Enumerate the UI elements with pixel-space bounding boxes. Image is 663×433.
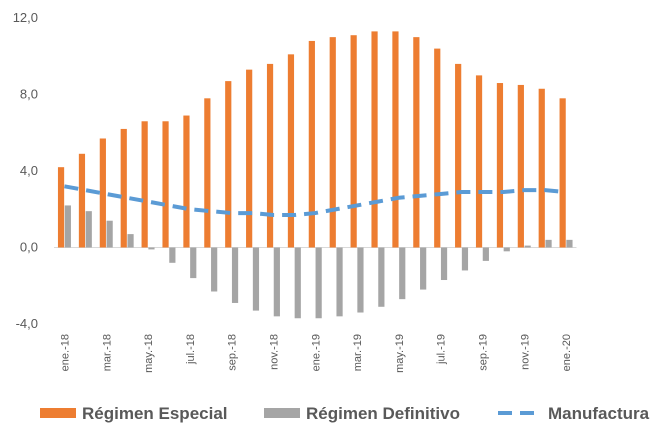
x-tick-label: jul.-19 [436,334,448,365]
bar-regimen-definitivo [127,234,134,248]
bar-regimen-definitivo [211,247,218,292]
bar-regimen-definitivo [148,247,155,250]
bar-regimen-definitivo [420,247,427,290]
bar-regimen-especial [371,31,378,248]
x-tick-label: ene.-20 [561,334,573,371]
y-tick-label: 4,0 [20,163,38,178]
bar-regimen-definitivo [524,245,531,248]
bar-regimen-definitivo [503,247,510,252]
bar-regimen-especial [434,48,441,248]
x-tick-label: nov.-18 [268,334,280,370]
legend-label-regimen-especial: Régimen Especial [82,404,228,423]
x-tick-label: mar.-19 [352,334,364,371]
bar-regimen-especial [287,54,295,248]
bar-regimen-especial [413,37,420,248]
y-axis-ticks: 12,0 8,0 4,0 0,0 -4,0 [13,10,38,331]
x-tick-label: jul.-18 [185,334,197,365]
bar-regimen-definitivo [545,239,552,248]
bars [57,31,573,319]
bar-regimen-definitivo [482,247,489,261]
bar-regimen-definitivo [252,247,260,311]
bar-regimen-especial [57,167,65,248]
x-tick-label: ene.-18 [59,334,71,371]
bar-regimen-especial [517,84,524,248]
bar-regimen-definitivo [294,247,301,319]
bar-regimen-definitivo [357,247,364,313]
bar-regimen-definitivo [64,205,71,248]
bar-regimen-especial [162,121,169,248]
bar-regimen-especial [120,128,127,248]
x-tick-label: may.-18 [143,334,155,373]
legend-swatch-regimen-especial [40,408,76,418]
bar-regimen-especial [141,121,148,248]
bar-regimen-especial [496,83,504,248]
bar-regimen-especial [559,98,566,248]
x-axis-ticks: ene.-18 mar.-18 may.-18 jul.-18 sep.-18 nov.-… [59,334,573,373]
bar-regimen-definitivo [85,211,92,248]
bar-regimen-especial [392,31,399,248]
series-line-manufactura [64,184,567,217]
x-tick-label: mar.-18 [101,334,113,371]
bar-regimen-especial [538,88,545,248]
y-tick-label: -4,0 [16,316,38,331]
bar-regimen-definitivo [440,247,448,281]
bar-regimen-definitivo [566,239,573,248]
bar-regimen-especial [183,115,190,248]
bar-regimen-definitivo [315,247,322,319]
bar-regimen-especial [204,98,211,248]
bar-regimen-definitivo [169,247,176,263]
bar-regimen-definitivo [461,247,469,271]
x-tick-label: sep.-19 [477,334,489,371]
bar-regimen-definitivo [231,247,239,303]
bar-regimen-especial [225,81,232,248]
bar-regimen-especial [99,138,106,248]
legend: Régimen Especial Régimen Definitivo Manufa… [40,404,650,423]
legend-label-manufactura: Manufactura [548,404,650,423]
bar-regimen-definitivo [336,247,343,317]
bar-regimen-especial [266,63,274,248]
y-tick-label: 8,0 [20,87,38,102]
bar-regimen-especial [308,40,315,248]
bar-regimen-definitivo [106,220,113,248]
bar-regimen-especial [475,75,483,248]
y-tick-label: 12,0 [13,10,38,25]
bar-regimen-especial [350,35,357,248]
legend-swatch-regimen-definitivo [264,408,300,418]
x-tick-label: ene.-19 [310,334,322,371]
bar-regimen-definitivo [190,247,197,279]
x-tick-label: sep.-18 [227,334,239,371]
bar-regimen-especial [455,63,462,248]
bar-regimen-especial [78,153,86,248]
y-tick-label: 0,0 [20,240,38,255]
bar-regimen-definitivo [378,247,385,307]
x-tick-label: may.-19 [394,334,406,373]
bar-regimen-especial [329,37,336,248]
legend-label-regimen-definitivo: Régimen Definitivo [306,404,460,423]
bar-regimen-definitivo [273,247,280,317]
bar-regimen-definitivo [399,247,406,300]
x-tick-label: nov.-19 [519,334,531,370]
bar-regimen-especial [246,69,253,248]
